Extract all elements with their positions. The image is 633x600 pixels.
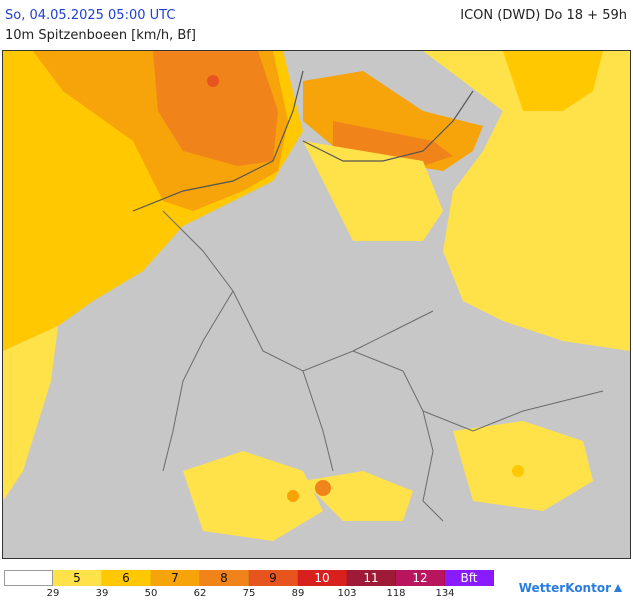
legend-tick-50: 50: [144, 588, 158, 599]
legend-bin-5: 5: [53, 570, 102, 586]
gust-map: [2, 50, 631, 559]
gust-area-east: [423, 51, 630, 351]
legend-bin-6: 6: [102, 570, 151, 586]
parameter-label: 10m Spitzenboeen [km/h, Bf]: [5, 28, 196, 43]
color-legend: 5 6 7 8 9 10 11 12 Bft: [4, 570, 494, 586]
gust-area-south-2: [303, 471, 413, 521]
legend-tick-39: 39: [95, 588, 109, 599]
legend-bin-11: 11: [347, 570, 396, 586]
legend-tick-103: 103: [337, 588, 357, 599]
gust-area-south-1: [183, 451, 323, 541]
legend-bin-7: 7: [151, 570, 200, 586]
gust-area-baltic-core: [333, 121, 453, 166]
brand-logo: WetterKontor: [519, 581, 623, 595]
brand-name: WetterKontor: [518, 581, 611, 595]
gust-area-north-sea-peak: [153, 51, 278, 166]
legend-tick-29: 29: [46, 588, 60, 599]
gust-spot-alps-2: [287, 490, 299, 502]
legend-bin-calm: [4, 570, 53, 586]
map-header: So, 04.05.2025 05:00 UTC 10m Spitzenboee…: [5, 6, 196, 46]
model-run: ICON (DWD) Do 18 + 59h: [460, 8, 627, 23]
legend-bin-12: 12: [396, 570, 445, 586]
valid-time: So, 04.05.2025 05:00 UTC: [5, 8, 176, 23]
legend-tick-62: 62: [193, 588, 207, 599]
coast-lines: [132, 70, 474, 212]
legend-tick-89: 89: [291, 588, 305, 599]
legend-tick-134: 134: [435, 588, 455, 599]
legend-tick-75: 75: [242, 588, 256, 599]
legend-bin-10: 10: [298, 570, 347, 586]
legend-bin-Bft: Bft: [445, 570, 494, 586]
legend-tick-118: 118: [386, 588, 406, 599]
gust-area-north-germany: [303, 141, 443, 241]
gust-area-south-east: [453, 421, 593, 511]
legend-bin-9: 9: [249, 570, 298, 586]
legend-bin-8: 8: [200, 570, 249, 586]
gust-spot-north: [207, 75, 219, 87]
gust-area-west-coast: [3, 326, 58, 501]
gust-area-northeast: [503, 51, 603, 111]
gust-spot-alps-3: [512, 465, 524, 477]
gust-spot-alps-1: [315, 480, 331, 496]
border-lines: [162, 210, 604, 522]
brand-icon: [614, 584, 622, 592]
